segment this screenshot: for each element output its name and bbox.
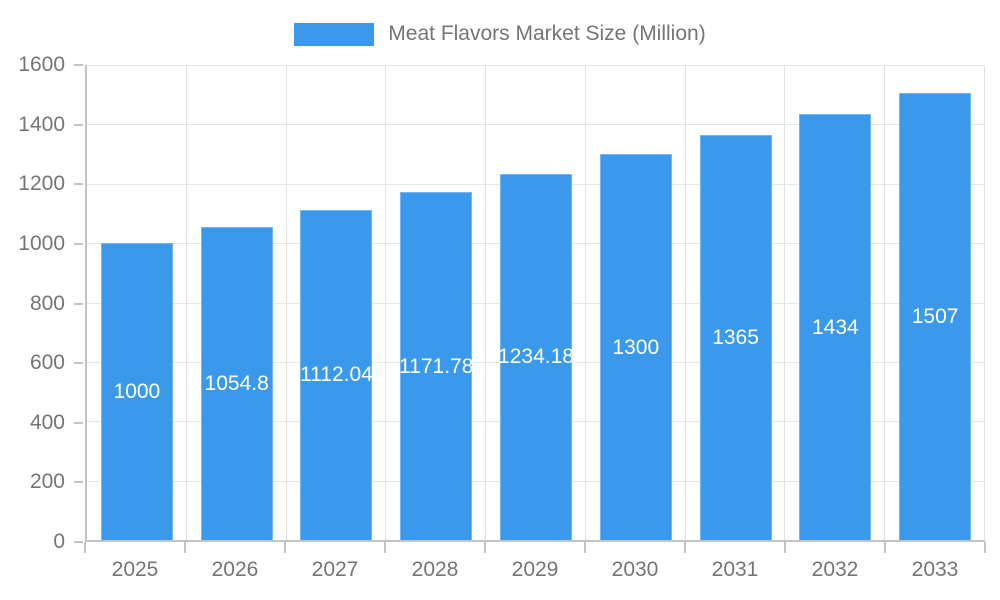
x-axis-tick-mark xyxy=(184,542,186,553)
bar-2030[interactable]: 1300 xyxy=(599,154,672,540)
bar-value-label: 1507 xyxy=(911,304,959,328)
y-axis-tick-label: 0 xyxy=(53,530,65,553)
legend-label: Meat Flavors Market Size (Million) xyxy=(388,22,706,45)
bar-value-label: 1434 xyxy=(811,315,859,339)
x-axis-tick-label: 2026 xyxy=(211,558,259,581)
vertical-gridline xyxy=(984,65,985,540)
y-axis-tick-label: 400 xyxy=(29,410,65,434)
chart-legend[interactable]: Meat Flavors Market Size (Million) xyxy=(0,20,1000,48)
y-axis-tick-mark xyxy=(74,64,83,66)
bar-2028[interactable]: 1171.78 xyxy=(399,192,474,540)
vertical-gridline xyxy=(285,65,287,540)
x-axis-tick-mark xyxy=(584,542,586,553)
x-axis-tick-mark xyxy=(683,542,686,553)
y-axis-tick-mark xyxy=(74,123,83,126)
legend-swatch xyxy=(294,22,375,46)
y-axis-tick-label: 600 xyxy=(29,351,65,375)
x-axis-tick-mark xyxy=(284,542,286,553)
vertical-gridline xyxy=(784,65,786,540)
horizontal-gridline xyxy=(87,124,985,126)
x-axis: 2025 2026 2027 2028 2029 2030 2031 2032 2033 xyxy=(84,542,986,600)
y-axis-tick-mark xyxy=(74,362,83,365)
y-axis-tick-mark xyxy=(74,242,83,245)
x-axis-tick-label: 2028 xyxy=(411,558,459,581)
x-axis-tick-mark xyxy=(383,542,386,553)
bar-value-label: 1054.8 xyxy=(204,371,269,395)
y-axis-tick-mark xyxy=(74,421,83,424)
x-axis-tick-label: 2033 xyxy=(911,558,959,581)
bar-value-label: 1000 xyxy=(113,380,161,404)
x-axis-tick-mark xyxy=(84,542,86,553)
x-axis-tick-mark xyxy=(484,542,486,553)
bar-value-label: 1365 xyxy=(712,325,759,349)
bar-value-label: 1171.78 xyxy=(399,354,474,378)
bar-2026[interactable]: 1054.8 xyxy=(200,226,273,540)
vertical-gridline xyxy=(584,65,586,540)
x-axis-tick-label: 2030 xyxy=(611,558,659,581)
y-axis-tick-mark xyxy=(74,183,83,186)
y-axis-tick-label: 1400 xyxy=(18,112,65,136)
x-axis-tick-mark xyxy=(784,542,786,553)
bar-2032[interactable]: 1434 xyxy=(799,114,872,540)
y-axis-tick-mark xyxy=(74,302,83,305)
vertical-gridline xyxy=(385,65,387,540)
y-axis-tick-label: 200 xyxy=(29,470,65,494)
y-axis-tick-label: 800 xyxy=(29,291,65,315)
bar-2027[interactable]: 1112.04 xyxy=(300,209,373,540)
bar-value-label: 1300 xyxy=(612,335,660,359)
bar-2025[interactable]: 1000 xyxy=(100,243,173,540)
y-axis-tick-mark xyxy=(74,541,83,543)
x-axis-tick-label: 2027 xyxy=(311,558,359,581)
y-axis-tick-label: 1600 xyxy=(18,53,65,76)
bar-2031[interactable]: 1365 xyxy=(699,134,772,540)
y-axis: 0 200 400 600 800 1000 1200 1400 1600 xyxy=(0,53,85,553)
bar-2029[interactable]: 1234.18 xyxy=(498,173,574,540)
bar-2033[interactable]: 1507 xyxy=(899,92,972,540)
vertical-gridline xyxy=(884,65,886,540)
horizontal-gridline xyxy=(87,65,985,66)
x-axis-tick-mark xyxy=(984,542,986,553)
x-axis-tick-mark xyxy=(884,542,886,553)
x-axis-tick-label: 2031 xyxy=(711,558,759,581)
x-axis-tick-label: 2032 xyxy=(811,558,859,581)
vertical-gridline xyxy=(684,65,686,540)
bar-value-label: 1234.18 xyxy=(498,345,574,369)
y-axis-tick-mark xyxy=(74,481,83,484)
x-axis-tick-label: 2025 xyxy=(111,558,159,581)
plot-area: 1000 1054.8 1112.04 1171.78 1234.18 1300 1365 1… xyxy=(85,65,985,542)
bar-value-label: 1112.04 xyxy=(300,363,373,387)
x-axis-tick-label: 2029 xyxy=(511,558,559,581)
vertical-gridline xyxy=(485,65,487,540)
y-axis-tick-label: 1000 xyxy=(18,231,65,255)
y-axis-tick-label: 1200 xyxy=(18,172,65,196)
vertical-gridline xyxy=(185,65,187,540)
